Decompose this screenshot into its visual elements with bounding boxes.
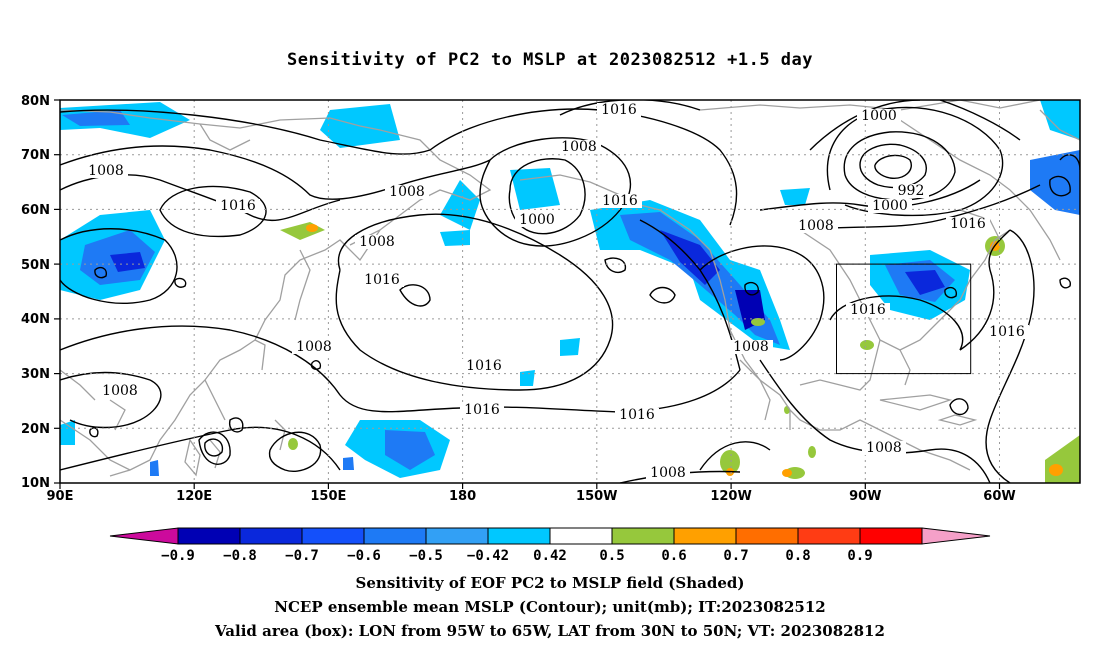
colorbar-label: 0.9 (847, 548, 872, 564)
colorbar-box (611, 527, 675, 545)
colorbar-label: −0.9 (161, 548, 195, 564)
contour-label: 1008 (650, 465, 686, 481)
axis-ticks (54, 99, 1001, 489)
contour-label: 1008 (561, 139, 597, 155)
lat-label: 40N (21, 312, 50, 327)
colorbar-box (735, 527, 799, 545)
colorbar-min-arrow (109, 527, 179, 545)
contour-label: 1008 (733, 339, 769, 355)
lon-label: 120E (176, 489, 212, 504)
colorbar-label: 0.6 (661, 548, 686, 564)
colorbar-box (487, 527, 551, 545)
contour-label: 992 (898, 183, 925, 199)
lat-lon-grid (60, 100, 1080, 483)
contour-label: 1000 (872, 198, 908, 214)
colorbar-box (363, 527, 427, 545)
lat-label: 10N (21, 476, 50, 491)
colorbar-box (673, 527, 737, 545)
lon-label: 120W (710, 489, 751, 504)
lat-label: 80N (21, 94, 50, 109)
contour-label: 1016 (950, 216, 986, 232)
contour-label: 1000 (519, 212, 555, 228)
longitude-labels: 90E 120E 150E 180 150W 120W 90W 60W (47, 489, 1016, 504)
colorbar-labels: −0.9 −0.8 −0.7 −0.6 −0.5 −0.42 0.42 0.5 0.6 0.7 0.… (161, 548, 873, 564)
caption-line-1: Sensitivity of EOF PC2 to MSLP field (Sh… (355, 574, 745, 592)
contour-labels: 1016 1008 1016 1008 1008 1000 1008 1016 … (84, 102, 1029, 481)
colorbar-max-arrow (921, 527, 991, 545)
lat-label: 60N (21, 203, 50, 218)
colorbar-label: 0.42 (533, 548, 567, 564)
caption-line-3: Valid area (box): LON from 95W to 65W, L… (215, 622, 885, 640)
valid-area-box (836, 263, 972, 375)
lat-label: 70N (21, 148, 50, 163)
colorbar-box (177, 527, 241, 545)
lon-label: 90W (849, 489, 881, 504)
contour-label: 1016 (602, 193, 638, 209)
lon-label: 180 (449, 489, 476, 504)
contour-label: 1000 (861, 108, 897, 124)
contour-label: 1016 (364, 272, 400, 288)
colorbar-box (301, 527, 365, 545)
lon-label: 150E (310, 489, 346, 504)
colorbar-label: −0.42 (467, 548, 509, 564)
colorbar-label: 0.8 (785, 548, 810, 564)
contour-label: 1008 (88, 163, 124, 179)
contour-label: 1008 (798, 218, 834, 234)
colorbar-box (425, 527, 489, 545)
colorbar-label: −0.7 (285, 548, 319, 564)
colorbar-box (859, 527, 923, 545)
latitude-labels: 80N 70N 60N 50N 40N 30N 20N 10N (21, 94, 50, 491)
colorbar-label: −0.6 (347, 548, 381, 564)
colorbar-label: 0.7 (723, 548, 748, 564)
contour-label: 1016 (466, 358, 502, 374)
caption-line-2: NCEP ensemble mean MSLP (Contour); unit(… (274, 598, 826, 616)
plot-title: Sensitivity of PC2 to MSLP at 2023082512… (286, 50, 813, 70)
colorbar-box (239, 527, 303, 545)
contour-label: 1008 (102, 383, 138, 399)
lat-label: 50N (21, 258, 50, 273)
colorbar-label: −0.5 (409, 548, 443, 564)
contour-label: 1016 (220, 198, 256, 214)
contour-label: 1016 (850, 302, 886, 318)
lon-label: 150W (576, 489, 617, 504)
contour-label: 1016 (619, 407, 655, 423)
lon-label: 60W (983, 489, 1015, 504)
contour-label: 1016 (601, 102, 637, 118)
coastlines (60, 100, 1080, 477)
lat-label: 20N (21, 422, 50, 437)
contour-label: 1016 (464, 402, 500, 418)
lon-label: 90E (47, 489, 74, 504)
colorbar-boxes (109, 527, 991, 545)
colorbar-label: −0.8 (223, 548, 257, 564)
lat-label: 30N (21, 367, 50, 382)
contour-label: 1008 (389, 184, 425, 200)
mslp-contours (60, 100, 1080, 483)
contour-label: 1008 (359, 234, 395, 250)
contour-label: 1008 (296, 339, 332, 355)
colorbar-box (797, 527, 861, 545)
contour-label: 1016 (989, 324, 1025, 340)
map-frame (59, 99, 1081, 484)
colorbar-label: 0.5 (599, 548, 624, 564)
contour-label: 1008 (866, 440, 902, 456)
colorbar-box (549, 527, 613, 545)
